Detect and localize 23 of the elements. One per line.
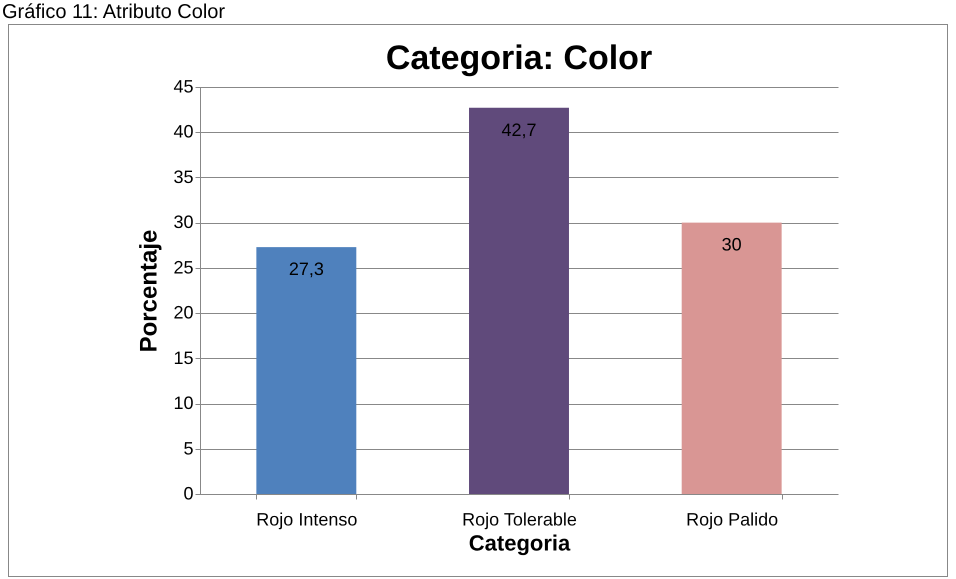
y-tick-label: 40 [173,122,194,142]
y-tick-label: 5 [183,438,194,458]
x-tick-label: Rojo Tolerable [462,510,577,530]
chart-title: Categoria: Color [386,39,652,77]
data-label: 42,7 [501,120,537,140]
bar [469,108,569,494]
bar [256,247,356,494]
bar [682,222,782,494]
y-tick-label: 0 [183,484,194,504]
y-axis-title: Porcentaje [135,230,162,352]
y-tick-label: 10 [173,393,194,414]
x-tick-label: Rojo Intenso [256,510,358,530]
y-tick-label: 35 [173,166,194,187]
y-tick-label: 20 [173,302,194,323]
y-tick-label: 45 [173,76,194,96]
x-tick-label: Rojo Palido [686,510,778,530]
y-tick-label: 25 [173,257,194,278]
y-tick-label: 30 [173,212,194,232]
x-axis-title: Categoria [468,530,571,556]
text: Gráfico 11: Atributo Color [1,0,226,24]
y-tick-label: 15 [173,348,194,368]
data-label: 27,3 [288,259,324,280]
data-label: 30 [722,234,742,255]
